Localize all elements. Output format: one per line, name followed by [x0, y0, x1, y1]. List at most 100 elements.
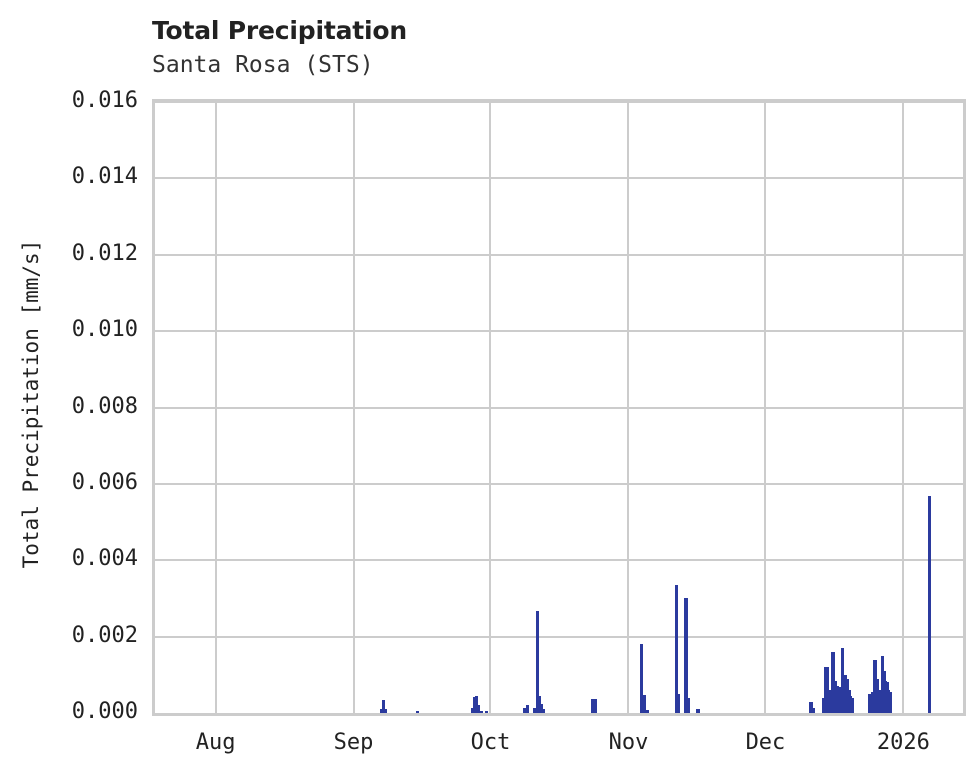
- chart-title: Total Precipitation: [152, 16, 407, 45]
- bar: [479, 711, 484, 713]
- bar: [537, 695, 541, 713]
- bar: [477, 705, 481, 713]
- y-tick-label: 0.016: [71, 88, 138, 113]
- x-tick-label: Aug: [195, 730, 236, 755]
- bar: [639, 643, 643, 713]
- bar: [539, 703, 543, 713]
- bar: [383, 709, 387, 713]
- bar: [883, 671, 886, 713]
- bar: [473, 697, 477, 713]
- gridline-vertical: [489, 102, 492, 713]
- gridline-horizontal: [155, 559, 963, 562]
- bar: [824, 667, 828, 713]
- bar: [871, 693, 874, 713]
- bar: [379, 709, 383, 713]
- bar: [834, 682, 837, 713]
- bar-series-precipitation: [155, 102, 963, 713]
- bar: [696, 709, 700, 713]
- bar: [873, 659, 877, 713]
- y-axis-tick-labels: 0.000 0.002 0.004 0.006 0.008 0.010 0.012 0.014…: [0, 0, 138, 780]
- chart-subtitle: Santa Rosa (STS): [152, 52, 374, 78]
- bar: [541, 709, 545, 713]
- x-tick-label: Dec: [745, 730, 786, 755]
- gridline-vertical: [902, 102, 905, 713]
- bar: [674, 585, 678, 713]
- gridline-vertical: [214, 102, 217, 713]
- bar: [878, 690, 881, 713]
- gridline-horizontal: [155, 482, 963, 485]
- bar: [886, 686, 889, 713]
- bar: [381, 699, 385, 713]
- x-tick-label: Nov: [608, 730, 649, 755]
- bar: [522, 708, 526, 713]
- y-tick-label: 0.008: [71, 393, 138, 419]
- y-tick-label: 0.010: [71, 317, 138, 343]
- bar: [876, 684, 879, 713]
- plot-area: [152, 99, 966, 716]
- gridline-vertical: [352, 102, 355, 713]
- bar: [874, 659, 878, 713]
- bar: [873, 692, 876, 713]
- bar: [642, 694, 646, 713]
- bar: [471, 708, 475, 713]
- bar: [848, 693, 851, 713]
- y-tick-label: 0.002: [71, 622, 138, 648]
- bar: [832, 651, 836, 713]
- x-tick-label: Oct: [470, 730, 511, 755]
- bar: [836, 686, 839, 713]
- bar: [850, 695, 853, 713]
- bar: [484, 711, 489, 713]
- x-tick-label: 2026: [876, 730, 930, 755]
- y-tick-label: 0.000: [71, 699, 138, 724]
- y-tick-label: 0.012: [71, 240, 138, 266]
- gridline-vertical: [627, 102, 630, 713]
- bar: [809, 701, 813, 713]
- bar: [887, 690, 891, 713]
- bar: [851, 697, 854, 713]
- bar: [837, 688, 840, 713]
- bar: [884, 680, 887, 713]
- bar: [684, 597, 688, 713]
- bar: [686, 697, 690, 713]
- bar: [825, 697, 828, 713]
- gridline-horizontal: [155, 330, 963, 333]
- gridline-horizontal: [155, 406, 963, 409]
- gridline-horizontal: [155, 102, 963, 103]
- bar: [846, 692, 850, 713]
- bar: [828, 693, 831, 713]
- bar: [676, 693, 680, 713]
- bar: [474, 695, 479, 713]
- bar: [840, 648, 843, 713]
- gridline-vertical: [764, 102, 767, 713]
- bar: [928, 496, 932, 713]
- y-tick-label: 0.004: [71, 546, 138, 572]
- bar: [822, 701, 825, 713]
- bar: [831, 690, 834, 713]
- gridline-horizontal: [155, 177, 963, 180]
- bar: [591, 698, 595, 713]
- bar: [829, 692, 832, 713]
- x-tick-label: Sep: [333, 730, 374, 755]
- bar: [881, 655, 884, 713]
- bar: [645, 709, 649, 713]
- bar: [870, 694, 873, 713]
- bar: [845, 690, 848, 713]
- bar: [525, 704, 529, 713]
- y-tick-label: 0.014: [71, 164, 138, 190]
- gridline-horizontal: [155, 253, 963, 256]
- bar: [868, 695, 871, 713]
- gridline-horizontal: [155, 635, 963, 638]
- bar: [535, 610, 539, 713]
- bar: [594, 698, 598, 713]
- bar: [843, 678, 846, 713]
- bar: [415, 711, 419, 713]
- bar: [889, 692, 892, 713]
- bar: [839, 689, 842, 713]
- bar: [811, 708, 815, 713]
- bar: [823, 699, 826, 713]
- bar: [842, 676, 845, 713]
- y-tick-label: 0.006: [71, 469, 138, 495]
- bar: [826, 667, 829, 713]
- bar: [879, 690, 882, 713]
